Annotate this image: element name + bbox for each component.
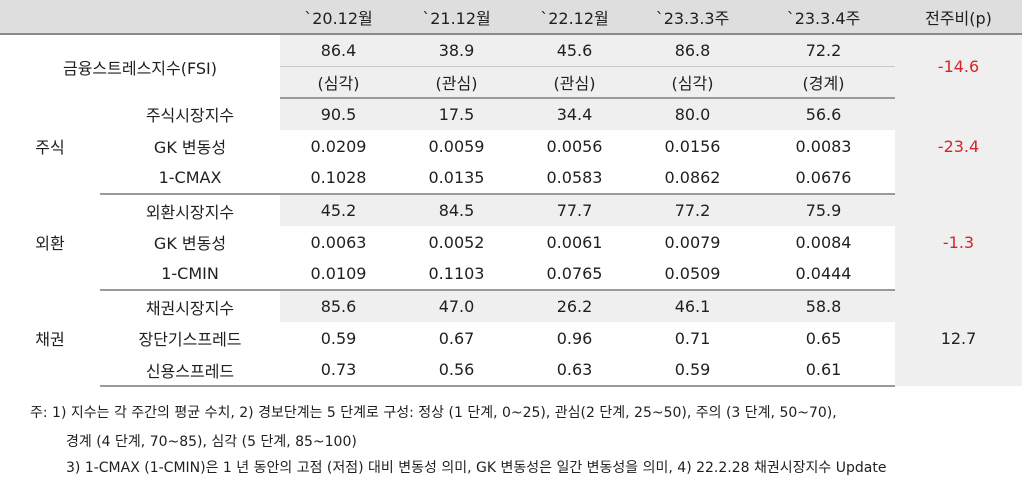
- fsi-value: 38.9: [397, 34, 516, 66]
- cell-value: 47.0: [397, 290, 516, 322]
- cell-value: 0.56: [397, 354, 516, 387]
- cell-value: 45.2: [280, 194, 397, 226]
- fsi-level: (관심): [397, 65, 516, 99]
- fsi-table: `20.12월 `21.12월 `22.12월 `23.3.3주 `23.3.4…: [0, 0, 1022, 387]
- cell-value: 0.0509: [633, 258, 752, 291]
- row-label: 1-CMIN: [100, 258, 280, 291]
- cell-value: 85.6: [280, 290, 397, 322]
- cell-value: 56.6: [752, 98, 895, 130]
- cell-value: 0.0059: [428, 136, 485, 156]
- cell-value: 0.0079: [664, 232, 721, 252]
- header-change: 전주비(p): [895, 0, 1022, 35]
- row-label: GK 변동성: [153, 234, 227, 253]
- bond-term-spread-row: 장단기스프레드 0.59 0.67 0.96 0.71 0.65: [0, 322, 1022, 354]
- cell-value: 75.9: [752, 194, 895, 226]
- row-label: 주식시장지수: [145, 106, 235, 125]
- cell-value: 46.1: [633, 290, 752, 322]
- cell-value: 0.0109: [280, 258, 397, 291]
- cell-value: 0.0083: [795, 136, 852, 156]
- header-blank: [0, 0, 280, 35]
- cell-value: 84.5: [397, 194, 516, 226]
- group-change-stock: -23.4: [895, 98, 1022, 194]
- cell-value: 0.65: [805, 328, 842, 348]
- footnote-line-2: 경계 (4 단계, 70~85), 심각 (5 단계, 85~100): [66, 434, 357, 450]
- cell-value: 0.0444: [752, 258, 895, 291]
- cell-value: 0.1103: [397, 258, 516, 291]
- group-name-stock: 주식: [35, 138, 65, 157]
- header-col-1: `20.12월: [280, 0, 397, 35]
- cell-value: 0.0209: [310, 136, 367, 156]
- cell-value: 90.5: [280, 98, 397, 130]
- fx-gk-row: GK 변동성 0.0063 0.0052 0.0061 0.0079 0.008…: [0, 226, 1022, 258]
- cell-value: 0.0765: [516, 258, 633, 291]
- fsi-value-row: 금융스트레스지수(FSI) 86.4 38.9 45.6 86.8 72.2 -…: [0, 34, 1022, 98]
- cell-value: 0.63: [516, 354, 633, 387]
- cell-value: 0.61: [752, 354, 895, 387]
- cell-value: 26.2: [516, 290, 633, 322]
- fsi-label: 금융스트레스지수(FSI): [62, 58, 218, 78]
- row-label: 1-CMAX: [100, 162, 280, 195]
- cell-value: 0.0084: [795, 232, 852, 252]
- cell-value: 34.4: [516, 98, 633, 130]
- bond-credit-spread-row: 신용스프레드 0.73 0.56 0.63 0.59 0.61: [0, 354, 1022, 387]
- fsi-value: 72.2: [752, 34, 895, 66]
- row-label: 채권시장지수: [145, 298, 235, 318]
- cell-value: 0.59: [320, 328, 357, 348]
- cell-value: 0.0583: [516, 162, 633, 195]
- fsi-value: 45.6: [516, 34, 633, 66]
- row-label: 신용스프레드: [100, 354, 280, 387]
- group-change-bond: 12.7: [895, 290, 1022, 386]
- stock-cmax-row: 1-CMAX 0.1028 0.0135 0.0583 0.0862 0.067…: [0, 162, 1022, 195]
- cell-value: 77.7: [516, 194, 633, 226]
- cell-value: 17.5: [397, 98, 516, 130]
- cell-value: 58.8: [752, 290, 895, 322]
- row-label: 외환시장지수: [145, 202, 235, 222]
- cell-value: 0.0063: [310, 232, 367, 252]
- group-change-fx: -1.3: [895, 194, 1022, 290]
- cell-value: 0.0676: [752, 162, 895, 195]
- fsi-level: (심각): [633, 65, 752, 99]
- header-col-3: `22.12월: [516, 0, 633, 35]
- footnote-line-3: 3) 1-CMAX (1-CMIN)은 1 년 동안의 고점 (저점) 대비 변…: [66, 460, 887, 476]
- fsi-value: 86.8: [633, 34, 752, 66]
- header-col-5: `23.3.4주: [752, 0, 895, 35]
- bond-index-row: 채권 채권시장지수 85.6 47.0 26.2 46.1 58.8 12.7: [0, 290, 1022, 386]
- cell-value: 0.0061: [546, 232, 603, 252]
- cell-value: 0.71: [674, 328, 711, 348]
- cell-value: 0.67: [438, 328, 475, 348]
- cell-value: 0.0056: [546, 136, 603, 156]
- footnote-line-1: 주: 1) 지수는 각 주간의 평균 수치, 2) 경보단계는 5 단계로 구성…: [30, 405, 837, 421]
- cell-value: 77.2: [633, 194, 752, 226]
- cell-value: 0.0862: [633, 162, 752, 195]
- fx-index-row: 외환 외환시장지수 45.2 84.5 77.7 77.2 75.9 -1.3: [0, 194, 1022, 290]
- fsi-value: 86.4: [280, 34, 397, 66]
- row-label: 장단기스프레드: [138, 330, 242, 349]
- fsi-change: -14.6: [895, 34, 1022, 98]
- cell-value: 80.0: [633, 98, 752, 130]
- cell-value: 0.96: [556, 328, 593, 348]
- stock-index-row: 주식 주식시장지수 90.5 17.5 34.4 80.0 56.6 -23.4: [0, 98, 1022, 194]
- fsi-level: (경계): [752, 65, 895, 99]
- stock-gk-row: GK 변동성 0.0209 0.0059 0.0056 0.0156 0.008…: [0, 130, 1022, 162]
- header-row: `20.12월 `21.12월 `22.12월 `23.3.3주 `23.3.4…: [0, 0, 1022, 35]
- cell-value: 0.59: [633, 354, 752, 387]
- fsi-level: (심각): [280, 65, 397, 99]
- fsi-level: (관심): [516, 65, 633, 99]
- cell-value: 0.0156: [664, 136, 721, 156]
- fx-cmin-row: 1-CMIN 0.0109 0.1103 0.0765 0.0509 0.044…: [0, 258, 1022, 291]
- cell-value: 0.1028: [280, 162, 397, 195]
- fsi-level-row: (심각) (관심) (관심) (심각) (경계): [0, 65, 1022, 99]
- group-name-bond: 채권: [35, 330, 65, 349]
- header-col-4: `23.3.3주: [633, 0, 752, 35]
- row-label: GK 변동성: [153, 138, 227, 157]
- cell-value: 0.0135: [397, 162, 516, 195]
- cell-value: 0.73: [280, 354, 397, 387]
- cell-value: 0.0052: [428, 232, 485, 252]
- group-name-fx: 외환: [35, 234, 65, 253]
- header-col-2: `21.12월: [397, 0, 516, 35]
